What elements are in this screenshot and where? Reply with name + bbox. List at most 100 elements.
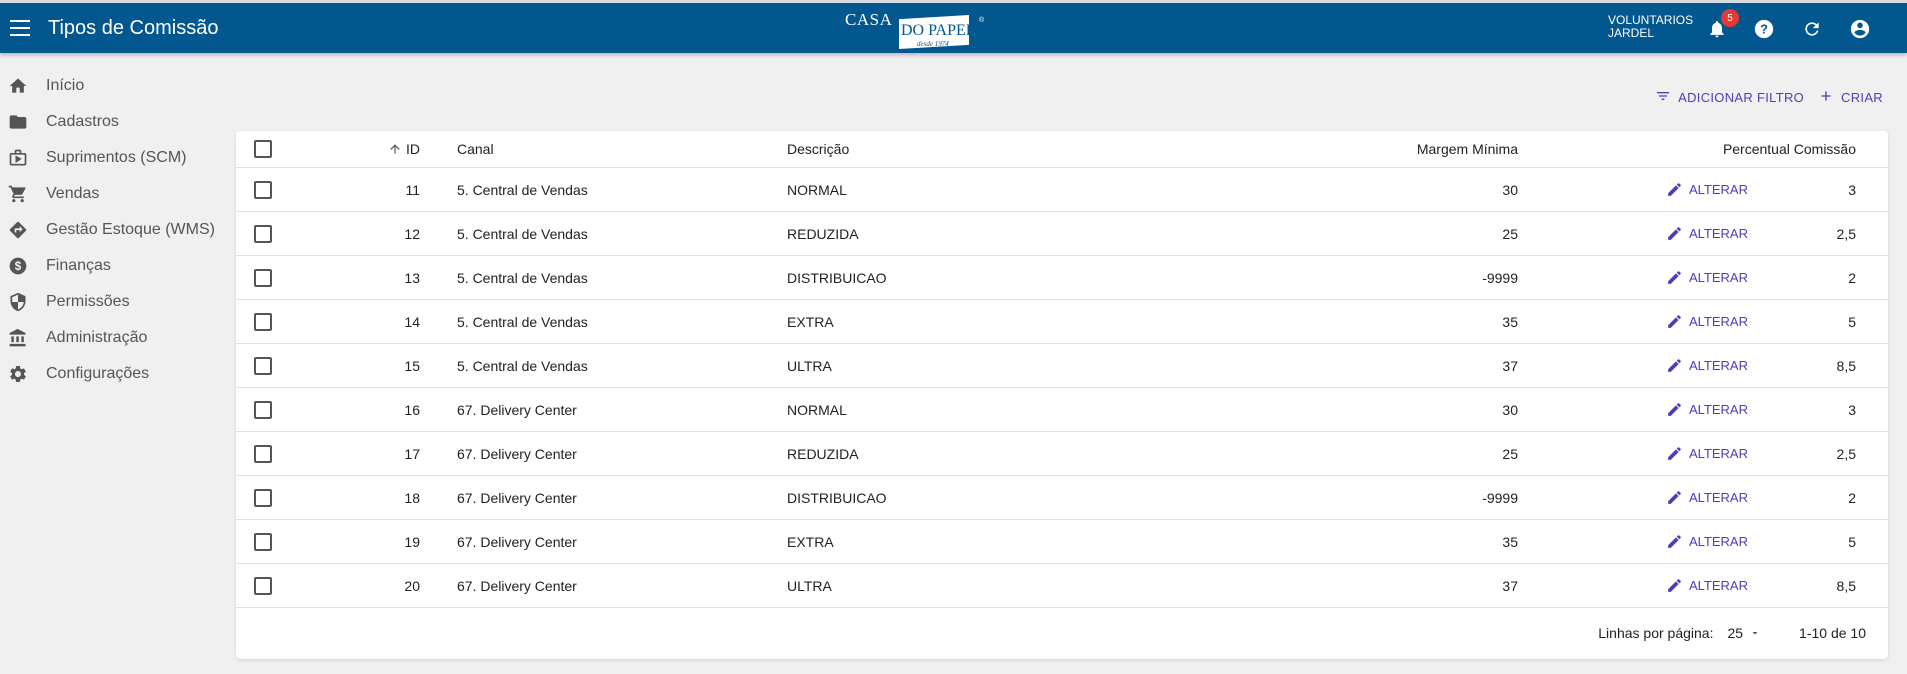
edit-button[interactable]: ALTERAR <box>1666 256 1748 299</box>
row-checkbox[interactable] <box>254 432 272 475</box>
sidebar: Início Cadastros Suprimentos (SCM) Venda… <box>0 68 230 392</box>
edit-button[interactable]: ALTERAR <box>1666 212 1748 255</box>
create-button[interactable]: CRIAR <box>1818 88 1883 107</box>
cell-descricao: DISTRIBUICAO <box>787 489 887 506</box>
gear-icon <box>7 363 29 385</box>
table-row[interactable]: 13 5. Central de Vendas DISTRIBUICAO -99… <box>236 256 1888 300</box>
help-icon[interactable]: ? <box>1751 16 1777 42</box>
edit-button[interactable]: ALTERAR <box>1666 300 1748 343</box>
plus-icon <box>1818 88 1834 107</box>
edit-button[interactable]: ALTERAR <box>1666 564 1748 607</box>
account-icon[interactable] <box>1847 16 1873 42</box>
table-row[interactable]: 11 5. Central de Vendas NORMAL 30 3 ALTE… <box>236 168 1888 212</box>
sidebar-item-financas[interactable]: $ Finanças <box>0 248 230 284</box>
cell-margem: 25 <box>1502 225 1518 242</box>
edit-button[interactable]: ALTERAR <box>1666 520 1748 563</box>
sidebar-item-label: Suprimentos (SCM) <box>46 149 187 166</box>
pencil-icon <box>1666 269 1683 286</box>
cell-id: 19 <box>404 533 420 550</box>
row-checkbox[interactable] <box>254 564 272 607</box>
sidebar-item-configuracoes[interactable]: Configurações <box>0 356 230 392</box>
table-row[interactable]: 16 67. Delivery Center NORMAL 30 3 ALTER… <box>236 388 1888 432</box>
cell-canal: 5. Central de Vendas <box>457 269 588 286</box>
sidebar-item-inicio[interactable]: Início <box>0 68 230 104</box>
cell-percentual: 2,5 <box>1836 225 1856 242</box>
row-checkbox[interactable] <box>254 168 272 211</box>
row-checkbox[interactable] <box>254 256 272 299</box>
table-row[interactable]: 14 5. Central de Vendas EXTRA 35 5 ALTER… <box>236 300 1888 344</box>
column-header-descricao[interactable]: Descrição <box>787 141 850 157</box>
pagination-range: 1-10 de 10 <box>1799 625 1866 641</box>
table-row[interactable]: 18 67. Delivery Center DISTRIBUICAO -999… <box>236 476 1888 520</box>
sidebar-item-administracao[interactable]: Administração <box>0 320 230 356</box>
refresh-icon[interactable] <box>1799 16 1825 42</box>
filter-icon <box>1655 88 1671 107</box>
row-checkbox[interactable] <box>254 476 272 519</box>
edit-button[interactable]: ALTERAR <box>1666 344 1748 387</box>
rows-per-page-select[interactable]: 25 <box>1727 625 1761 641</box>
sidebar-item-cadastros[interactable]: Cadastros <box>0 104 230 140</box>
sidebar-item-label: Início <box>46 77 85 94</box>
directions-icon <box>7 219 29 241</box>
cell-canal: 67. Delivery Center <box>457 401 577 418</box>
add-filter-button[interactable]: ADICIONAR FILTRO <box>1655 88 1804 107</box>
sidebar-item-estoque[interactable]: Gestão Estoque (WMS) <box>0 212 230 248</box>
cell-percentual: 5 <box>1848 533 1856 550</box>
table-row[interactable]: 19 67. Delivery Center EXTRA 35 5 ALTERA… <box>236 520 1888 564</box>
row-checkbox[interactable] <box>254 344 272 387</box>
table-row[interactable]: 20 67. Delivery Center ULTRA 37 8,5 ALTE… <box>236 564 1888 608</box>
pencil-icon <box>1666 577 1683 594</box>
menu-icon[interactable] <box>10 20 30 36</box>
cell-id: 20 <box>404 577 420 594</box>
cell-percentual: 8,5 <box>1836 577 1856 594</box>
sidebar-item-suprimentos[interactable]: Suprimentos (SCM) <box>0 140 230 176</box>
app-bar: Tipos de Comissão CASA DO PAPEL desde 19… <box>0 0 1907 53</box>
select-all-checkbox[interactable] <box>254 131 272 167</box>
dollar-icon: $ <box>7 255 29 277</box>
sidebar-item-label: Cadastros <box>46 113 119 130</box>
cell-descricao: NORMAL <box>787 181 847 198</box>
cell-margem: -9999 <box>1482 269 1518 286</box>
row-checkbox[interactable] <box>254 388 272 431</box>
pencil-icon <box>1666 489 1683 506</box>
cell-percentual: 3 <box>1848 181 1856 198</box>
pencil-icon <box>1666 181 1683 198</box>
cell-descricao: EXTRA <box>787 313 834 330</box>
svg-text:$: $ <box>15 260 22 273</box>
row-checkbox[interactable] <box>254 212 272 255</box>
cell-descricao: EXTRA <box>787 533 834 550</box>
table-row[interactable]: 12 5. Central de Vendas REDUZIDA 25 2,5 … <box>236 212 1888 256</box>
edit-button[interactable]: ALTERAR <box>1666 476 1748 519</box>
table-header: ID Canal Descrição Margem Mínima Percent… <box>236 131 1888 168</box>
pagination: Linhas por página: 25 1-10 de 10 <box>236 607 1888 659</box>
column-header-margem[interactable]: Margem Mínima <box>1416 141 1518 157</box>
caret-down-icon <box>1749 627 1761 639</box>
cell-id: 13 <box>404 269 420 286</box>
user-name: VOLUNTARIOS JARDEL <box>1608 13 1694 40</box>
row-checkbox[interactable] <box>254 300 272 343</box>
edit-button[interactable]: ALTERAR <box>1666 168 1748 211</box>
cell-percentual: 2 <box>1848 489 1856 506</box>
sidebar-item-vendas[interactable]: Vendas <box>0 176 230 212</box>
cell-id: 18 <box>404 489 420 506</box>
sidebar-item-label: Configurações <box>46 365 150 382</box>
column-header-canal[interactable]: Canal <box>457 141 494 157</box>
column-header-percentual[interactable]: Percentual Comissão <box>1722 141 1856 157</box>
cell-canal: 67. Delivery Center <box>457 577 577 594</box>
sidebar-item-permissoes[interactable]: Permissões <box>0 284 230 320</box>
edit-button[interactable]: ALTERAR <box>1666 388 1748 431</box>
cell-descricao: ULTRA <box>787 577 832 594</box>
bell-icon[interactable] <box>1704 16 1730 42</box>
row-checkbox[interactable] <box>254 520 272 563</box>
edit-button[interactable]: ALTERAR <box>1666 432 1748 475</box>
cell-canal: 67. Delivery Center <box>457 533 577 550</box>
table-row[interactable]: 15 5. Central de Vendas ULTRA 37 8,5 ALT… <box>236 344 1888 388</box>
sidebar-item-label: Gestão Estoque (WMS) <box>46 221 215 238</box>
cell-id: 17 <box>404 445 420 462</box>
cell-canal: 5. Central de Vendas <box>457 313 588 330</box>
table-row[interactable]: 17 67. Delivery Center REDUZIDA 25 2,5 A… <box>236 432 1888 476</box>
column-header-id[interactable]: ID <box>370 131 420 167</box>
rows-per-page-label: Linhas por página: <box>1598 625 1714 641</box>
cell-percentual: 8,5 <box>1836 357 1856 374</box>
cell-margem: 35 <box>1502 533 1518 550</box>
